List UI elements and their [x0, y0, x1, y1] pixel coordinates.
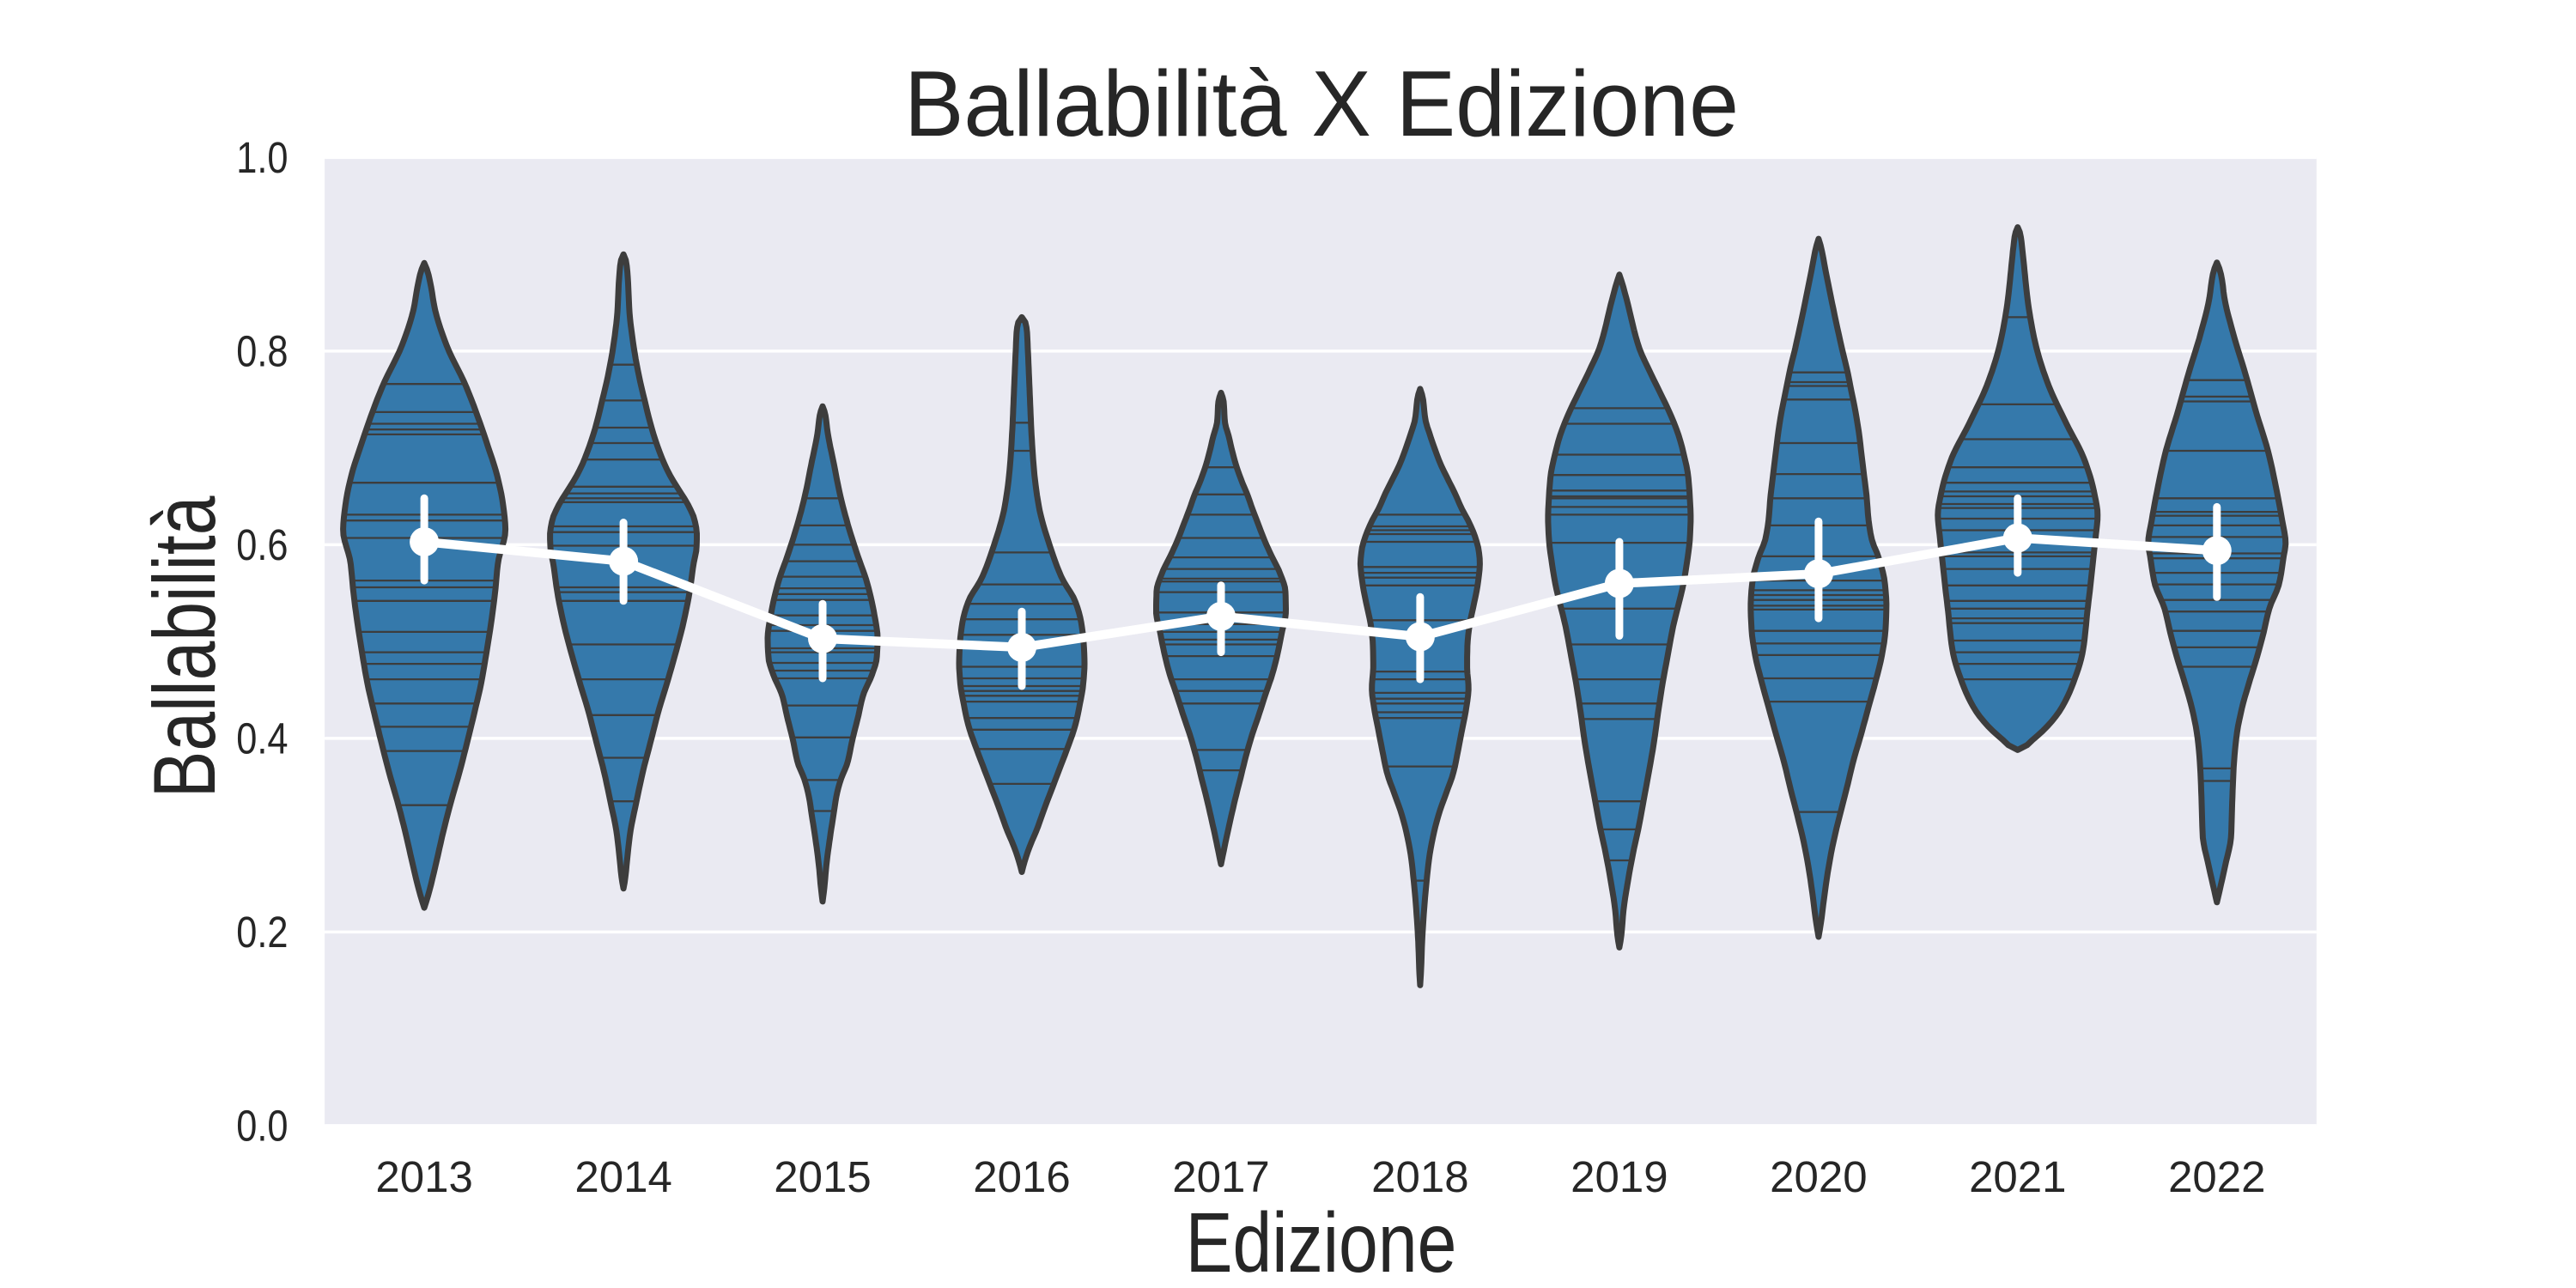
svg-text:1.0: 1.0 [236, 134, 288, 183]
svg-text:0.2: 0.2 [236, 908, 288, 957]
svg-text:2022: 2022 [2168, 1152, 2265, 1201]
svg-text:Edizione: Edizione [1186, 1196, 1457, 1288]
svg-text:2021: 2021 [1969, 1152, 2066, 1201]
svg-text:2013: 2013 [375, 1152, 472, 1201]
svg-text:0.0: 0.0 [236, 1102, 288, 1151]
svg-text:2020: 2020 [1770, 1152, 1867, 1201]
svg-text:2016: 2016 [973, 1152, 1070, 1201]
svg-text:2019: 2019 [1571, 1152, 1668, 1201]
svg-text:Ballabilità X Edizione: Ballabilità X Edizione [904, 52, 1739, 156]
svg-text:0.6: 0.6 [236, 521, 288, 570]
svg-text:0.4: 0.4 [236, 714, 288, 763]
svg-text:2017: 2017 [1172, 1152, 1269, 1201]
svg-text:Ballabilità: Ballabilità [136, 495, 234, 798]
svg-text:2014: 2014 [574, 1152, 671, 1201]
svg-text:2018: 2018 [1371, 1152, 1468, 1201]
svg-text:2015: 2015 [774, 1152, 871, 1201]
svg-text:0.8: 0.8 [236, 327, 288, 376]
